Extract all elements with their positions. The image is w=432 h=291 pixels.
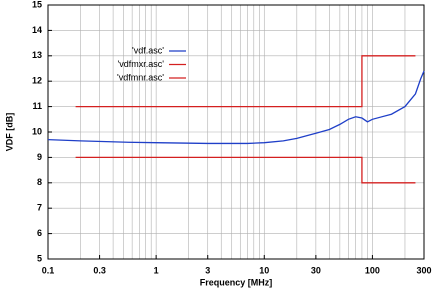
- y-axis-label: VDF [dB]: [4, 113, 14, 152]
- y-tick-label: 9: [37, 152, 42, 162]
- legend-label: 'vdfmxr.asc': [118, 59, 165, 69]
- y-tick-label: 11: [32, 101, 42, 111]
- y-tick-label: 8: [37, 177, 42, 187]
- series-line: [75, 156, 416, 184]
- x-tick-label: 30: [311, 265, 321, 275]
- y-tick-label: 6: [37, 228, 42, 238]
- legend-label: 'vdfmnr.asc': [117, 72, 164, 82]
- x-tick-label: 0.1: [42, 265, 55, 275]
- x-tick-label: 10: [259, 265, 269, 275]
- x-tick-label: 300: [416, 265, 431, 275]
- x-axis-label: Frequency [MHz]: [200, 277, 273, 287]
- x-tick-label: 100: [365, 265, 380, 275]
- legend-label: 'vdf.asc': [132, 45, 164, 55]
- x-tick-label: 0.3: [93, 265, 106, 275]
- series-line: [75, 55, 416, 108]
- y-tick-label: 5: [37, 253, 42, 263]
- y-tick-label: 12: [32, 76, 42, 86]
- y-tick-label: 7: [37, 203, 42, 213]
- x-tick-label: 3: [205, 265, 210, 275]
- series-line: [47, 70, 425, 145]
- x-tick-label: 1: [154, 265, 159, 275]
- y-tick-label: 13: [32, 50, 42, 60]
- y-tick-label: 10: [32, 126, 42, 136]
- y-tick-label: 14: [32, 25, 42, 35]
- plot-frame: [47, 4, 425, 260]
- y-tick-label: 15: [32, 0, 42, 9]
